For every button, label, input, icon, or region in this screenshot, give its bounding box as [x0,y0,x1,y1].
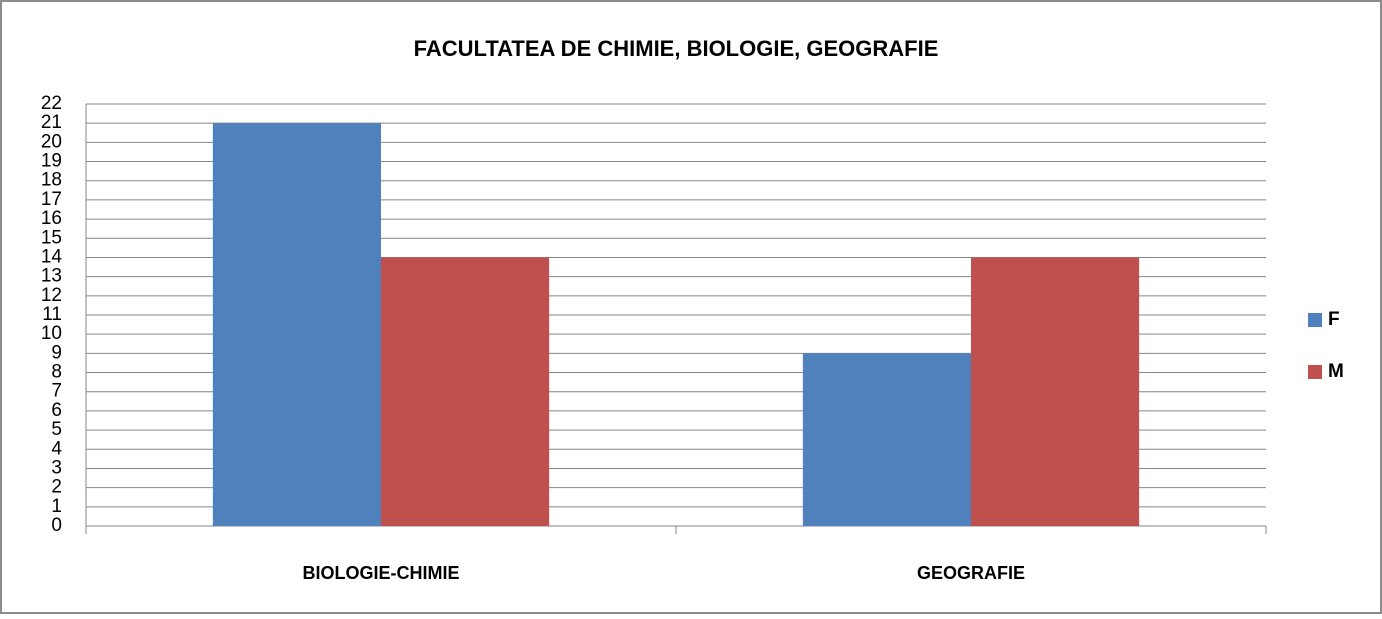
y-tick-label: 2 [51,477,62,498]
y-tick-label: 22 [41,93,62,114]
y-tick-label: 17 [41,189,62,210]
y-tick-label: 18 [41,170,62,191]
x-tick-label: GEOGRAFIE [917,563,1025,583]
y-tick-label: 6 [51,400,62,421]
y-tick-label: 15 [41,227,62,248]
y-tick-label: 13 [41,266,62,287]
y-tick-label: 8 [51,362,62,383]
legend-swatch [1308,313,1322,327]
x-tick-label: BIOLOGIE-CHIMIE [303,563,460,583]
chart-title: FACULTATEA DE CHIMIE, BIOLOGIE, GEOGRAFI… [414,36,939,61]
y-tick-label: 9 [51,342,62,363]
bar [971,257,1140,526]
y-tick-label: 0 [51,515,62,536]
legend-swatch [1308,365,1322,379]
y-tick-label: 5 [51,419,62,440]
y-tick-label: 14 [41,246,63,267]
legend-label: F [1328,309,1340,330]
bar [212,123,381,526]
legend-label: M [1328,361,1344,382]
y-tick-label: 1 [51,496,62,517]
bar [802,353,971,526]
y-tick-label: 3 [51,457,62,478]
y-tick-label: 12 [41,285,62,306]
y-tick-label: 19 [41,151,62,172]
bar [381,257,550,526]
y-tick-label: 11 [42,304,62,325]
y-tick-label: 7 [51,381,62,402]
y-tick-label: 20 [41,131,62,152]
y-tick-label: 10 [41,323,62,344]
y-tick-label: 21 [41,112,62,133]
y-tick-label: 4 [51,438,62,459]
y-tick-label: 16 [41,208,62,229]
